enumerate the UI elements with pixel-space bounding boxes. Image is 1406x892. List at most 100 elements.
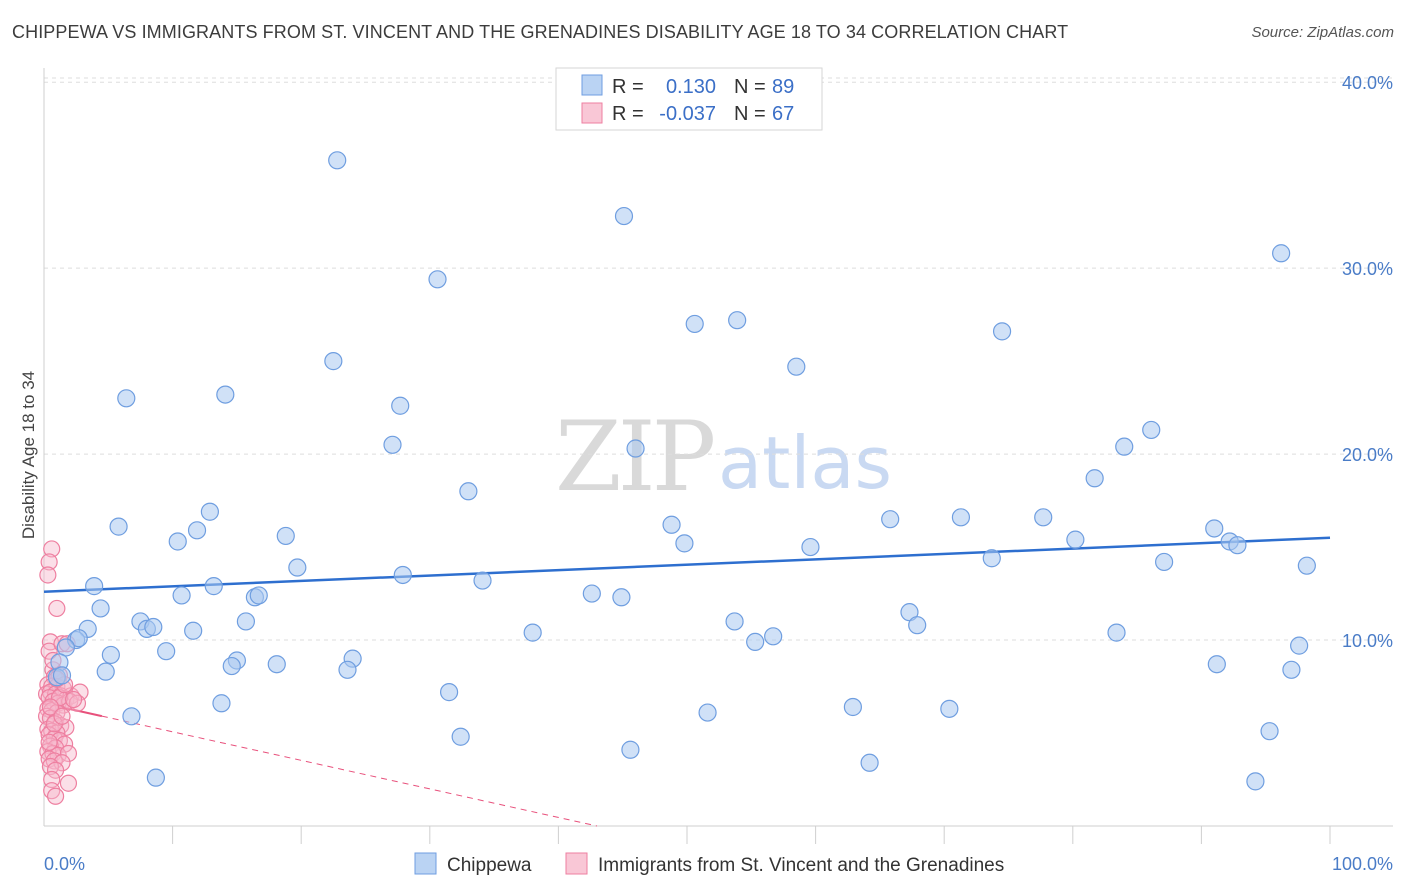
chippewa-point-35 bbox=[1297, 556, 1316, 575]
chippewa-point-64 bbox=[157, 642, 176, 661]
chippewa-point-86 bbox=[146, 768, 165, 787]
legend-n-label-immigrants: N = bbox=[734, 103, 766, 125]
chippewa-point-6 bbox=[992, 322, 1012, 341]
chippewa-point-28 bbox=[801, 537, 820, 557]
chippewa-point-50 bbox=[725, 612, 744, 631]
legend-r-value-immigrants: -0.037 bbox=[659, 103, 716, 125]
zipatlas-watermark: ZIP atlas bbox=[555, 401, 892, 513]
immigrants-point-63 bbox=[41, 698, 60, 716]
bottom-legend-swatch-immigrants bbox=[565, 852, 588, 875]
chippewa-point-44 bbox=[582, 584, 601, 603]
chippewa-point-39 bbox=[204, 577, 223, 596]
chippewa-point-69 bbox=[96, 662, 115, 681]
y-tick-label-10: 10.0% bbox=[1342, 631, 1393, 651]
legend-r-value-chippewa: 0.130 bbox=[666, 76, 716, 98]
chippewa-point-82 bbox=[451, 727, 470, 746]
chippewa-point-73 bbox=[1207, 655, 1226, 674]
watermark-atlas: atlas bbox=[718, 421, 892, 505]
chippewa-point-8 bbox=[787, 357, 806, 376]
chippewa-point-85 bbox=[1260, 722, 1279, 741]
chippewa-point-20 bbox=[187, 521, 207, 540]
legend-n-value-immigrants: 67 bbox=[772, 103, 794, 125]
chippewa-point-88 bbox=[52, 666, 72, 685]
legend-r-label-immigrants: R = bbox=[612, 103, 644, 125]
legend-n-label-chippewa: N = bbox=[734, 76, 766, 98]
chippewa-point-72 bbox=[338, 660, 357, 679]
bottom-legend-swatch-chippewa bbox=[414, 852, 437, 875]
chippewa-point-11 bbox=[391, 396, 410, 415]
y-tick-label-20: 20.0% bbox=[1342, 445, 1393, 465]
immigrants-point-62 bbox=[64, 690, 83, 709]
chippewa-point-43 bbox=[249, 586, 268, 605]
chippewa-point-87 bbox=[1246, 772, 1265, 791]
chippewa-point-62 bbox=[746, 632, 765, 652]
correlation-legend: R = 0.130 N = 89 R = -0.037 N = 67 bbox=[555, 67, 823, 131]
chippewa-point-60 bbox=[69, 629, 88, 648]
trend-line-immigrants-dashed bbox=[101, 715, 598, 827]
chippewa-point-46 bbox=[91, 599, 110, 618]
immigrants-point-57 bbox=[46, 787, 65, 805]
bottom-legend-label-immigrants: Immigrants from St. Vincent and the Gren… bbox=[598, 855, 1004, 876]
chippewa-point-7 bbox=[324, 352, 343, 371]
chippewa-point-76 bbox=[439, 683, 459, 702]
chippewa-point-67 bbox=[1290, 636, 1309, 655]
chippewa-point-77 bbox=[212, 694, 231, 713]
chippewa-point-71 bbox=[267, 655, 286, 674]
immigrants-point-0 bbox=[43, 540, 61, 558]
chippewa-point-34 bbox=[1155, 552, 1174, 572]
x-tick-label-min: 0.0% bbox=[44, 854, 85, 874]
chippewa-point-58 bbox=[764, 627, 783, 646]
chippewa-point-18 bbox=[200, 502, 219, 521]
chippewa-point-41 bbox=[172, 586, 191, 605]
chippewa-point-19 bbox=[109, 517, 128, 536]
x-tick-labels: 0.0% 100.0% bbox=[44, 854, 1393, 874]
chippewa-point-30 bbox=[1205, 519, 1224, 538]
chippewa-point-27 bbox=[675, 534, 694, 553]
chippewa-point-78 bbox=[698, 703, 717, 722]
chippewa-point-37 bbox=[393, 565, 412, 585]
legend-n-value-chippewa: 89 bbox=[772, 76, 794, 98]
chippewa-point-56 bbox=[1107, 623, 1126, 642]
chippewa-point-5 bbox=[728, 311, 747, 330]
immigrants-point-53 bbox=[46, 761, 65, 779]
immigrants-point-2 bbox=[39, 566, 57, 584]
legend-r-label-chippewa: R = bbox=[612, 76, 644, 98]
immigrants-point-66 bbox=[53, 707, 71, 725]
chippewa-point-0 bbox=[328, 151, 347, 170]
chippewa-point-32 bbox=[1228, 536, 1247, 555]
immigrants-point-3 bbox=[48, 599, 66, 618]
chippewa-point-79 bbox=[843, 697, 862, 717]
trend-line-chippewa bbox=[43, 536, 1331, 593]
immigrants-point-1 bbox=[40, 553, 58, 571]
chippewa-point-26 bbox=[168, 532, 187, 551]
chippewa-point-36 bbox=[288, 558, 307, 577]
chippewa-point-2 bbox=[428, 270, 447, 289]
chippewa-point-55 bbox=[523, 623, 542, 642]
chippewa-point-23 bbox=[951, 508, 971, 527]
axes bbox=[43, 68, 1393, 844]
chippewa-point-84 bbox=[860, 753, 879, 772]
immigrants-point-58 bbox=[40, 733, 58, 751]
x-tick-label-max: 100.0% bbox=[1332, 854, 1393, 874]
chippewa-point-13 bbox=[383, 435, 402, 454]
immigrants-point-5 bbox=[40, 642, 58, 660]
chippewa-point-10 bbox=[216, 385, 235, 404]
chippewa-point-1 bbox=[614, 206, 634, 226]
trend-lines bbox=[43, 536, 1331, 827]
chippewa-point-3 bbox=[1272, 244, 1291, 263]
legend-swatch-immigrants bbox=[581, 102, 603, 124]
grid-lines bbox=[44, 77, 1393, 641]
chippewa-point-53 bbox=[144, 617, 163, 637]
chippewa-point-4 bbox=[685, 314, 704, 334]
chippewa-point-12 bbox=[1142, 420, 1161, 440]
bottom-legend-label-chippewa: Chippewa bbox=[447, 855, 532, 876]
chippewa-point-15 bbox=[1115, 437, 1134, 456]
chippewa-point-57 bbox=[908, 616, 927, 635]
chippewa-point-49 bbox=[236, 612, 256, 631]
y-tick-labels: 10.0% 20.0% 30.0% 40.0% bbox=[1342, 73, 1393, 651]
y-tick-label-40: 40.0% bbox=[1342, 73, 1393, 93]
source-credit: Source: ZipAtlas.com bbox=[1251, 24, 1394, 41]
chippewa-point-22 bbox=[881, 510, 900, 529]
